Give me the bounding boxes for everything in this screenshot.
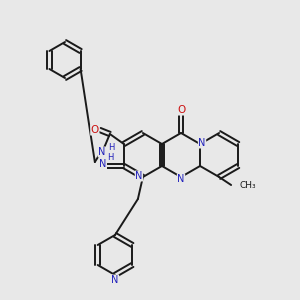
Text: N: N [99, 159, 106, 169]
Text: H: H [108, 143, 114, 152]
Text: CH₃: CH₃ [239, 181, 256, 190]
Text: O: O [177, 105, 185, 115]
Text: H: H [107, 154, 113, 163]
Text: O: O [91, 125, 99, 135]
Text: N: N [111, 275, 119, 285]
Text: N: N [98, 147, 106, 157]
Text: N: N [177, 174, 185, 184]
Text: N: N [135, 171, 142, 181]
Text: N: N [198, 138, 206, 148]
